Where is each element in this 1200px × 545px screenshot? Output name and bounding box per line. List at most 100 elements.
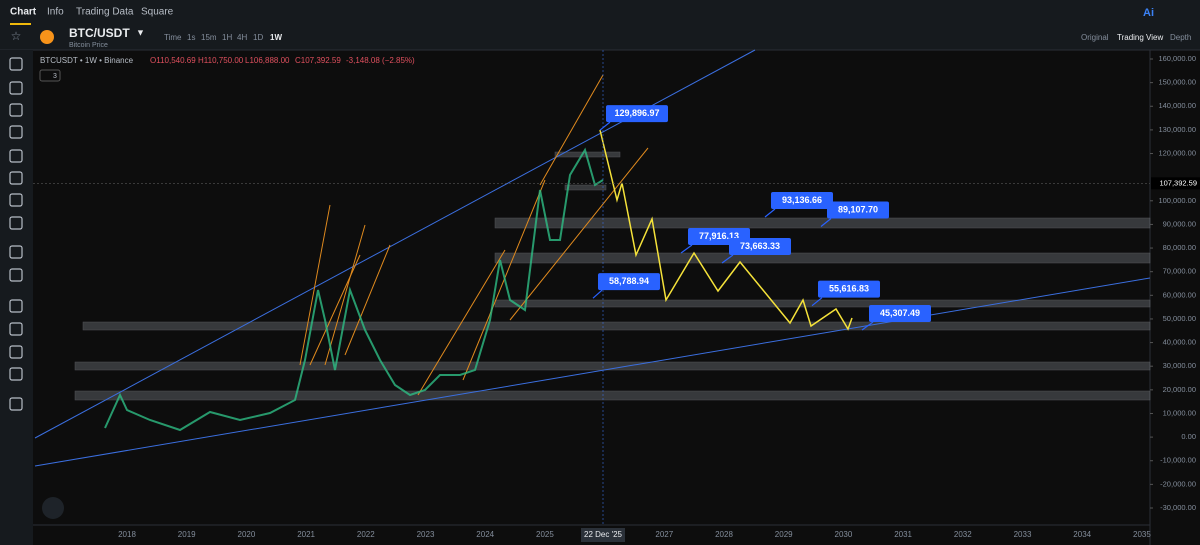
annotation-pointer [764,208,776,218]
tool-icon[interactable] [9,245,23,259]
y-tick-label: 50,000.00 [1163,314,1196,323]
x-tick-label: 2027 [655,530,673,539]
zone [494,217,1151,229]
y-tick-label: -10,000.00 [1160,456,1196,465]
crosshair-date-box [581,528,625,542]
star-icon[interactable]: ☆ [11,29,22,43]
tool-icon[interactable] [9,57,23,71]
tool-icon[interactable] [9,103,23,117]
channel-line [417,249,506,396]
zone [494,252,1151,264]
tool-icon[interactable] [9,149,23,163]
y-tick-label: 100,000.00 [1158,196,1196,205]
interval[interactable]: 1W [270,33,282,42]
annotation-box [869,305,931,323]
annotation-pointer [599,121,611,131]
trend-line [34,277,1151,467]
interval[interactable]: 1H [222,33,232,42]
y-tick-label: 60,000.00 [1163,290,1196,299]
annotation-box [771,192,833,210]
symbol-subtitle: Bitcoin Price [69,42,108,49]
annotation-label: 45,307.49 [880,308,920,318]
x-tick-label: 2031 [894,530,912,539]
y-tick-label: 160,000.00 [1158,54,1196,63]
tool-icon[interactable] [9,268,23,282]
y-tick-label: 120,000.00 [1158,149,1196,158]
zone [82,321,1151,331]
x-tick-label: 2032 [954,530,972,539]
chart-area: 160,000.00 150,000.00 140,000.00 130,000.00… [33,49,1200,542]
channel-line [344,244,391,356]
x-tick-label: 2025 [536,530,554,539]
x-tick-label: 2020 [238,530,256,539]
y-tick-label: -20,000.00 [1160,479,1196,488]
legend-text: O110,540.69 [150,56,196,65]
tv-logo[interactable] [42,497,64,519]
annotation-label: 129,896.97 [614,108,659,118]
x-tick-label: 2019 [178,530,196,539]
x-tick-label: 2033 [1014,530,1032,539]
tab[interactable]: Chart [10,7,37,18]
current-price: 107,392.59 [1159,178,1197,187]
tool-icon[interactable] [9,345,23,359]
x-tick-label: 2034 [1073,530,1091,539]
dropdown-icon[interactable]: ▼ [136,27,145,37]
view-option[interactable]: Depth [1170,33,1191,42]
toolbar [0,25,1200,50]
indicator-badge[interactable] [39,69,61,82]
x-tick-label: 2021 [297,530,315,539]
annotation-label: 93,136.66 [782,195,822,205]
tab[interactable]: Square [141,7,174,18]
tool-icon[interactable] [9,299,23,313]
y-tick-label: 10,000.00 [1163,408,1196,417]
x-tick-label: 2023 [417,530,435,539]
tool-icon[interactable] [9,193,23,207]
interval[interactable]: 15m [201,33,217,42]
tool-icons [9,57,23,411]
y-tick-label: 130,000.00 [1158,125,1196,134]
tool-icon[interactable] [9,216,23,230]
annotation-label: 58,788.94 [609,276,649,286]
zone [74,390,1151,401]
interval[interactable]: 1s [187,33,195,42]
tool-icon[interactable] [9,367,23,381]
y-tick-label: 150,000.00 [1158,78,1196,87]
annotation-box [729,238,791,256]
zone [564,184,607,191]
view-option[interactable]: Original [1081,33,1109,42]
current-price-box [1151,177,1200,190]
tool-icon[interactable] [9,322,23,336]
x-tick-label: 2018 [118,530,136,539]
y-tick-label: 140,000.00 [1158,101,1196,110]
indicator-count[interactable]: 3 [53,73,57,80]
symbol[interactable]: BTC/USDT [69,26,130,40]
interval[interactable]: Time [164,33,182,42]
annotation-label: 77,916.13 [699,231,739,241]
tab[interactable]: Trading Data [76,7,134,18]
x-tick-label: 2030 [835,530,853,539]
annotation-label: 89,107.70 [838,204,878,214]
interval[interactable]: 1D [253,33,263,42]
tool-icon[interactable] [9,125,23,139]
left-toolbar [0,50,33,545]
annotation-label: 55,616.83 [829,284,869,294]
legend-text: C107,392.59 [295,56,341,65]
channel-line [324,224,366,366]
annotation-box [598,273,660,291]
interval[interactable]: 4H [237,33,247,42]
tab[interactable]: Info [47,7,64,18]
annotation-box [827,201,889,219]
x-tick-label: 2029 [775,530,793,539]
coin-icon [40,30,54,44]
tool-icon[interactable] [9,397,23,411]
top-bar [0,0,1200,25]
view-option[interactable]: Trading View [1117,33,1163,42]
annotation-pointer [721,254,734,264]
channel-line [539,74,604,186]
tool-icon[interactable] [9,171,23,185]
ai-button[interactable]: Ai [1143,7,1154,19]
tool-icon[interactable] [9,81,23,95]
y-tick-label: 40,000.00 [1163,338,1196,347]
channel-line [299,204,331,366]
